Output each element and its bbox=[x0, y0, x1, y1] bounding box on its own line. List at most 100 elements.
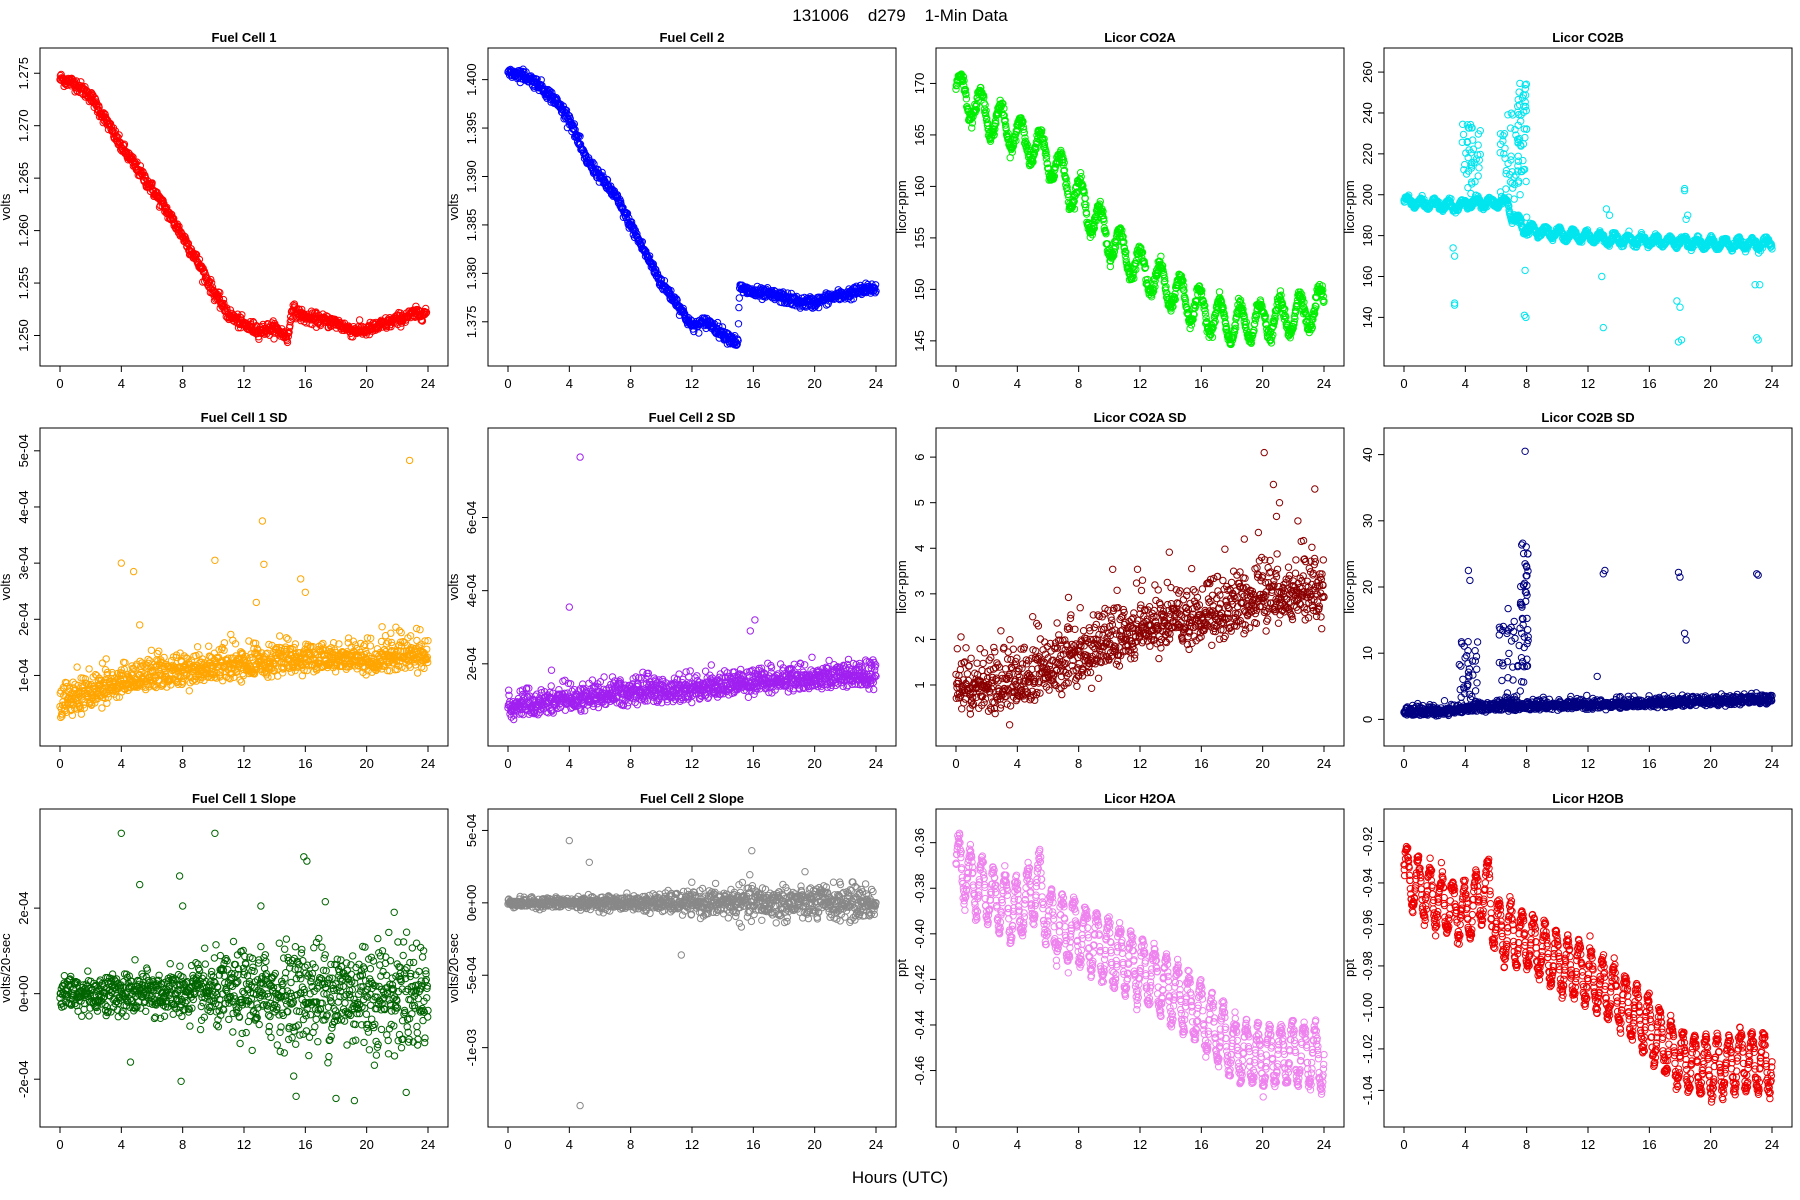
data-point bbox=[1605, 211, 1614, 219]
chart-title: Fuel Cell 2 bbox=[659, 30, 724, 45]
data-point bbox=[657, 275, 665, 283]
y-tick-label: 5e-04 bbox=[16, 434, 31, 467]
data-point bbox=[548, 88, 556, 97]
y-tick-label: 1.260 bbox=[16, 214, 31, 247]
data-point bbox=[284, 332, 292, 341]
y-tick-label: 145 bbox=[912, 330, 927, 352]
x-tick-label: 0 bbox=[56, 756, 63, 771]
data-point bbox=[1599, 323, 1608, 332]
data-point bbox=[713, 318, 722, 327]
x-tick-label: 8 bbox=[1075, 376, 1082, 391]
chart-title: Licor CO2A bbox=[1104, 30, 1176, 45]
x-tick-label: 4 bbox=[1462, 376, 1469, 391]
x-tick-label: 16 bbox=[298, 756, 312, 771]
data-point bbox=[284, 635, 292, 643]
y-axis-label: volts bbox=[446, 193, 461, 220]
y-tick-label: 160 bbox=[912, 176, 927, 198]
y-tick-label: 170 bbox=[912, 73, 927, 95]
data-point bbox=[238, 311, 246, 319]
data-point bbox=[569, 121, 577, 129]
y-tick-label: 1.395 bbox=[464, 112, 479, 145]
y-tick-label: 1.270 bbox=[16, 109, 31, 142]
y-tick-label: 160 bbox=[1360, 266, 1375, 288]
data-point bbox=[287, 316, 295, 324]
data-point bbox=[533, 75, 541, 84]
series-points bbox=[56, 456, 432, 722]
x-tick-label: 4 bbox=[1014, 376, 1021, 391]
data-point bbox=[1521, 266, 1529, 275]
y-tick-label: 2e-04 bbox=[16, 603, 31, 636]
data-point bbox=[418, 317, 427, 325]
data-point bbox=[1522, 177, 1530, 186]
data-point bbox=[1521, 85, 1530, 93]
data-point bbox=[1459, 130, 1468, 139]
series-points bbox=[56, 70, 431, 347]
y-tick-label: 1.375 bbox=[464, 306, 479, 339]
data-point bbox=[981, 101, 989, 109]
x-tick-label: 8 bbox=[1523, 376, 1530, 391]
y-tick-label: 180 bbox=[1360, 225, 1375, 247]
data-point bbox=[1676, 303, 1684, 311]
data-point bbox=[1450, 252, 1459, 260]
data-point bbox=[528, 74, 537, 82]
y-tick-label: 1.390 bbox=[464, 160, 479, 193]
x-tick-label: 24 bbox=[421, 756, 435, 771]
x-tick-label: 4 bbox=[118, 376, 125, 391]
x-tick-label: 4 bbox=[566, 376, 573, 391]
data-point bbox=[617, 200, 625, 208]
x-tick-label: 0 bbox=[1400, 376, 1407, 391]
y-tick-label: 1.250 bbox=[16, 319, 31, 352]
x-tick-label: 16 bbox=[1194, 376, 1208, 391]
data-point bbox=[718, 323, 727, 331]
data-point bbox=[1520, 311, 1529, 319]
data-point bbox=[537, 76, 545, 84]
data-point bbox=[355, 316, 364, 324]
data-point bbox=[590, 160, 598, 168]
data-point bbox=[294, 305, 303, 313]
y-tick-label: 220 bbox=[1360, 143, 1375, 165]
x-tick-label: 20 bbox=[807, 376, 821, 391]
y-tick-label: 3e-04 bbox=[16, 547, 31, 580]
data-point bbox=[207, 279, 216, 287]
y-tick-label: 1.380 bbox=[464, 257, 479, 290]
data-point bbox=[180, 232, 189, 240]
y-tick-label: 165 bbox=[912, 124, 927, 146]
data-point bbox=[1522, 313, 1530, 322]
x-tick-label: 20 bbox=[359, 756, 373, 771]
data-point bbox=[1186, 324, 1194, 333]
data-point bbox=[1506, 124, 1515, 132]
data-point bbox=[98, 659, 107, 667]
x-tick-label: 8 bbox=[179, 756, 186, 771]
data-point bbox=[1516, 191, 1524, 199]
data-point bbox=[422, 308, 431, 317]
y-tick-label: 1.275 bbox=[16, 57, 31, 90]
data-point bbox=[1602, 205, 1611, 213]
data-point bbox=[1753, 334, 1761, 342]
x-tick-label: 12 bbox=[237, 756, 251, 771]
data-point bbox=[623, 210, 631, 218]
y-tick-label: 1.265 bbox=[16, 162, 31, 195]
y-tick-label: 1.255 bbox=[16, 267, 31, 300]
data-point bbox=[168, 210, 176, 219]
data-point bbox=[205, 642, 213, 650]
x-tick-label: 20 bbox=[359, 376, 373, 391]
data-point bbox=[219, 295, 228, 304]
series-points bbox=[1400, 79, 1776, 346]
data-point bbox=[185, 687, 194, 695]
data-point bbox=[623, 209, 632, 218]
x-tick-label: 16 bbox=[1642, 376, 1656, 391]
data-point bbox=[115, 131, 123, 139]
data-point bbox=[734, 320, 743, 328]
y-tick-label: 155 bbox=[912, 227, 927, 249]
data-point bbox=[638, 238, 646, 246]
y-axis-label: volts bbox=[0, 193, 13, 220]
data-point bbox=[566, 114, 574, 123]
data-point bbox=[1475, 164, 1483, 172]
y-tick-label: 150 bbox=[912, 279, 927, 301]
x-tick-label: 16 bbox=[298, 376, 312, 391]
